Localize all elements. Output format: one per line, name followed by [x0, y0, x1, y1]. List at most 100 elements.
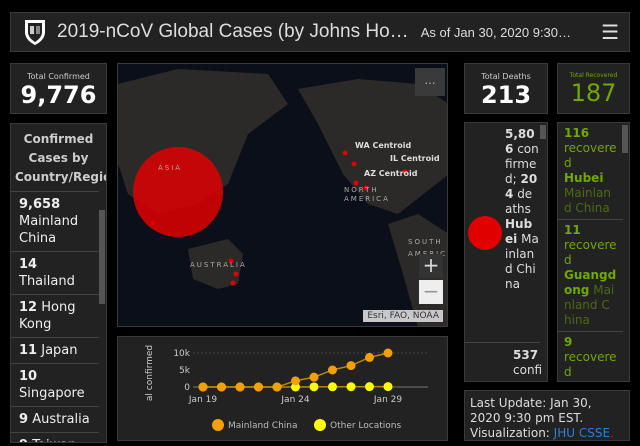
recovered-count: 9 — [564, 335, 572, 349]
last-update-text: Last Update: Jan 30, 2020 9:30 pm EST. — [470, 396, 592, 425]
y-tick-label: 0 — [184, 383, 190, 393]
data-point[interactable] — [310, 373, 319, 382]
country-list-item[interactable]: 10 Singapore — [11, 363, 99, 406]
hamburger-icon[interactable]: ☰ — [601, 20, 619, 45]
country-count: 11 — [19, 343, 37, 358]
cases-chart: 0 5k 10k Jan 19 Jan 24 Jan 29 al confirmed Main… — [117, 336, 448, 441]
data-point[interactable] — [365, 382, 374, 391]
dashboard-title: 2019-nCoV Global Cases (by Johns Ho… — [57, 21, 409, 43]
total-recovered-label: Total Recovered — [558, 72, 629, 79]
legend-marker — [212, 419, 224, 431]
recovered-count: 116 — [564, 126, 589, 140]
recovered-count: 11 — [564, 223, 581, 237]
recovered-list-item[interactable]: 9recoveredShanghai — [558, 332, 623, 382]
chart-svg: 0 5k 10k Jan 19 Jan 24 Jan 29 al confirmed Main… — [118, 337, 449, 442]
place-name: Shanghai — [564, 380, 615, 382]
country-count: 10 — [19, 369, 37, 384]
total-deaths-value: 213 — [465, 81, 547, 109]
data-point[interactable] — [365, 353, 374, 362]
data-point[interactable] — [384, 382, 393, 391]
country-name: Japan — [41, 343, 77, 358]
data-point[interactable] — [347, 382, 356, 391]
data-point[interactable] — [347, 361, 356, 370]
country-name: Australia — [32, 412, 90, 427]
data-point[interactable] — [291, 376, 300, 385]
label-az-centroid: AZ Centroid — [364, 169, 418, 179]
jhu-shield-logo — [23, 18, 47, 46]
country-list-title: Confirmed Cases by Country/Region — [11, 124, 106, 191]
recovered-text: recovered — [564, 141, 617, 170]
hubei-marker[interactable] — [133, 147, 223, 237]
header-bar: 2019-nCoV Global Cases (by Johns Ho… As … — [10, 12, 630, 52]
label-il-centroid: IL Centroid — [390, 154, 440, 164]
country-count: 12 — [19, 300, 37, 315]
data-point[interactable] — [273, 383, 282, 392]
data-point[interactable] — [384, 349, 393, 358]
jhu-csse-link[interactable]: JHU CSSE — [554, 426, 610, 440]
legend-marker — [314, 419, 326, 431]
y-axis-label: al confirmed — [145, 345, 155, 401]
country-name: Thailand — [19, 274, 75, 289]
country-list-item[interactable]: 9 Australia — [11, 406, 99, 432]
label-asia: ASIA — [158, 164, 182, 172]
country-name: Singapore — [19, 386, 85, 401]
country-count: 14 — [19, 257, 37, 272]
country-name: Mainland China — [19, 214, 78, 246]
data-point[interactable] — [236, 383, 245, 392]
map-attribution: Esri, FAO, NOAA — [363, 310, 443, 322]
total-confirmed-label: Total Confirmed — [11, 72, 106, 81]
total-recovered-value: 187 — [558, 79, 629, 107]
label-north-america: NORTH AMERICA — [344, 186, 406, 204]
list-item[interactable]: 5,806 confirmed; 204 deaths Hubei Mainla… — [465, 123, 540, 343]
label-wa-centroid: WA Centroid — [355, 141, 411, 151]
map-view[interactable]: ASIA AUSTRALIA NORTH AMERICA SOUTH AMERI… — [117, 63, 448, 327]
country-list-item[interactable]: 12 Hong Kong — [11, 294, 99, 337]
confirmed-text: confi — [513, 363, 542, 377]
data-point[interactable] — [310, 382, 319, 391]
total-recovered-card: Total Recovered 187 — [557, 63, 630, 114]
recovered-text: recovered — [564, 238, 617, 267]
scrollbar[interactable] — [622, 125, 628, 153]
legend-label[interactable]: Other Locations — [330, 421, 401, 431]
x-tick-label: Jan 24 — [280, 395, 309, 405]
place-name: Hubei — [564, 171, 603, 185]
country-list: Confirmed Cases by Country/Region 9,658 … — [10, 123, 107, 443]
data-point[interactable] — [328, 382, 337, 391]
data-point[interactable] — [254, 383, 263, 392]
region-name: Mainland China — [564, 186, 611, 215]
y-tick-label: 10k — [173, 349, 190, 359]
deaths-list: 5,806 confirmed; 204 deaths Hubei Mainla… — [464, 122, 548, 382]
country-list-item[interactable]: 11 Japan — [11, 337, 99, 363]
country-list-item[interactable]: 14 Thailand — [11, 251, 99, 294]
data-point[interactable] — [217, 383, 226, 392]
total-confirmed-card: Total Confirmed 9,776 — [10, 63, 107, 114]
country-list-item[interactable]: 9,658 Mainland China — [11, 191, 99, 251]
red-dot-icon — [468, 216, 502, 250]
as-of-date: As of Jan 30, 2020 9:30… — [421, 25, 571, 40]
total-deaths-card: Total Deaths 213 — [464, 63, 548, 114]
scrollbar[interactable] — [540, 125, 546, 139]
more-options-button[interactable]: … — [415, 68, 445, 96]
x-tick-label: Jan 29 — [373, 395, 402, 405]
zoom-out-button[interactable]: − — [419, 280, 443, 304]
x-tick-label: Jan 19 — [188, 395, 217, 405]
confirmed-count: 537 — [513, 348, 538, 362]
last-update-panel: Last Update: Jan 30, 2020 9:30 pm EST. V… — [464, 390, 630, 441]
scrollbar[interactable] — [99, 210, 105, 304]
label-australia: AUSTRALIA — [190, 261, 247, 269]
zoom-in-button[interactable]: + — [419, 254, 443, 278]
country-list-item[interactable]: 9 Taiwan — [11, 432, 99, 443]
total-deaths-label: Total Deaths — [465, 72, 547, 81]
trailing-dot: . — [610, 426, 614, 440]
visualization-label: Visualization: — [470, 426, 550, 440]
legend-label[interactable]: Mainland China — [228, 421, 298, 431]
y-tick-label: 5k — [179, 366, 191, 376]
data-point[interactable] — [199, 383, 208, 392]
data-point[interactable] — [328, 366, 337, 375]
country-count: 9 — [19, 412, 28, 427]
list-item[interactable]: 537 confi — [465, 343, 540, 378]
country-count: 9,658 — [19, 197, 60, 212]
